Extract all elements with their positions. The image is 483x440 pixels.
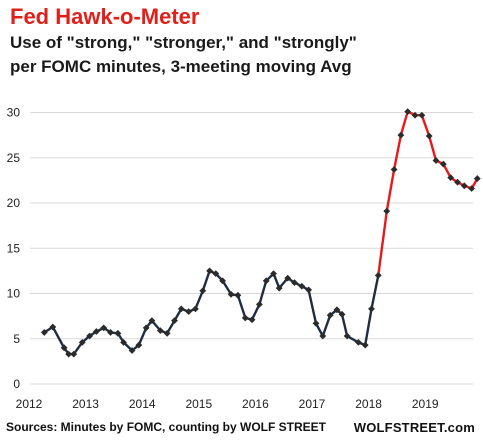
- data-point: [460, 182, 468, 190]
- gridlines: [30, 112, 473, 385]
- x-axis-ticks: 2012 2013 2014 2015 2016 2017 2018 2019: [16, 397, 439, 411]
- data-point: [212, 270, 220, 277]
- data-point: [256, 300, 263, 308]
- data-point: [418, 111, 426, 119]
- data-point: [383, 207, 391, 215]
- data-point: [291, 279, 298, 287]
- data-point: [319, 332, 327, 340]
- data-point: [374, 272, 382, 279]
- data-point: [199, 287, 207, 295]
- data-point: [355, 338, 362, 346]
- data-point: [142, 324, 150, 332]
- data-point: [40, 329, 48, 336]
- data-point: [234, 291, 242, 299]
- y-tick-label: 15: [7, 241, 21, 255]
- data-point: [473, 175, 481, 182]
- data-point: [305, 286, 313, 294]
- data-point: [326, 311, 334, 319]
- data-point: [270, 270, 277, 277]
- data-point: [192, 305, 199, 313]
- data-point: [439, 160, 447, 168]
- data-point: [206, 267, 213, 275]
- y-tick-label: 5: [13, 332, 20, 346]
- data-point: [114, 329, 122, 337]
- series-line-highlight: [377, 110, 431, 276]
- data-point: [338, 310, 346, 318]
- data-point: [397, 131, 405, 139]
- data-point: [107, 329, 114, 336]
- y-tick-label: 10: [7, 287, 21, 301]
- data-point: [120, 338, 127, 346]
- data-point: [219, 277, 227, 285]
- y-axis-ticks: 0 5 10 15 20 25 30: [7, 106, 21, 392]
- data-point: [171, 317, 178, 325]
- data-point: [298, 282, 306, 290]
- data-point: [49, 323, 57, 331]
- data-point: [227, 291, 235, 298]
- data-point: [148, 317, 156, 325]
- data-point: [432, 157, 440, 164]
- data-point: [275, 284, 283, 292]
- brand-label: WOLFSTREET.com: [353, 420, 475, 435]
- x-tick-label: 2018: [355, 397, 382, 411]
- x-tick-label: 2014: [129, 397, 156, 411]
- data-point: [284, 274, 292, 282]
- data-point: [468, 185, 476, 192]
- data-point: [390, 166, 398, 173]
- data-point: [368, 305, 375, 313]
- data-point: [128, 347, 136, 354]
- series-line: [43, 110, 479, 356]
- chart-title: Fed Hawk-o-Meter: [10, 4, 200, 29]
- chart-subtitle-line-2: per FOMC minutes, 3-meeting moving Avg: [10, 57, 352, 76]
- data-point: [60, 344, 68, 352]
- data-point: [241, 314, 249, 322]
- data-point: [447, 174, 455, 182]
- y-tick-label: 20: [7, 196, 21, 210]
- data-point: [248, 316, 256, 324]
- y-tick-label: 0: [13, 377, 20, 391]
- data-point: [78, 338, 86, 346]
- data-point: [333, 306, 341, 314]
- data-point: [156, 327, 164, 335]
- source-note: Sources: Minutes by FOMC, counting by WO…: [6, 420, 327, 434]
- data-point: [100, 324, 108, 332]
- data-point: [312, 319, 320, 327]
- data-point: [92, 328, 100, 335]
- x-tick-label: 2016: [242, 397, 269, 411]
- data-point: [404, 108, 412, 115]
- data-point: [70, 350, 78, 358]
- data-point: [343, 332, 351, 340]
- data-point: [411, 111, 419, 119]
- x-tick-label: 2015: [185, 397, 212, 411]
- data-point: [262, 277, 270, 285]
- y-tick-label: 30: [7, 106, 21, 120]
- data-point: [65, 350, 73, 358]
- data-point: [135, 341, 143, 349]
- data-point: [86, 332, 93, 340]
- data-point: [177, 305, 185, 313]
- x-tick-label: 2012: [16, 397, 43, 411]
- data-point: [361, 341, 369, 349]
- series-line-main: [43, 269, 380, 356]
- x-tick-label: 2019: [412, 397, 439, 411]
- data-point: [185, 308, 193, 315]
- data-point: [163, 329, 171, 337]
- data-points: [40, 108, 481, 358]
- x-tick-label: 2013: [72, 397, 99, 411]
- data-point: [425, 132, 433, 140]
- data-point: [454, 178, 461, 186]
- x-tick-label: 2017: [299, 397, 326, 411]
- chart-subtitle-line-1: Use of "strong," "stronger," and "strong…: [10, 33, 357, 52]
- y-tick-label: 25: [7, 151, 21, 165]
